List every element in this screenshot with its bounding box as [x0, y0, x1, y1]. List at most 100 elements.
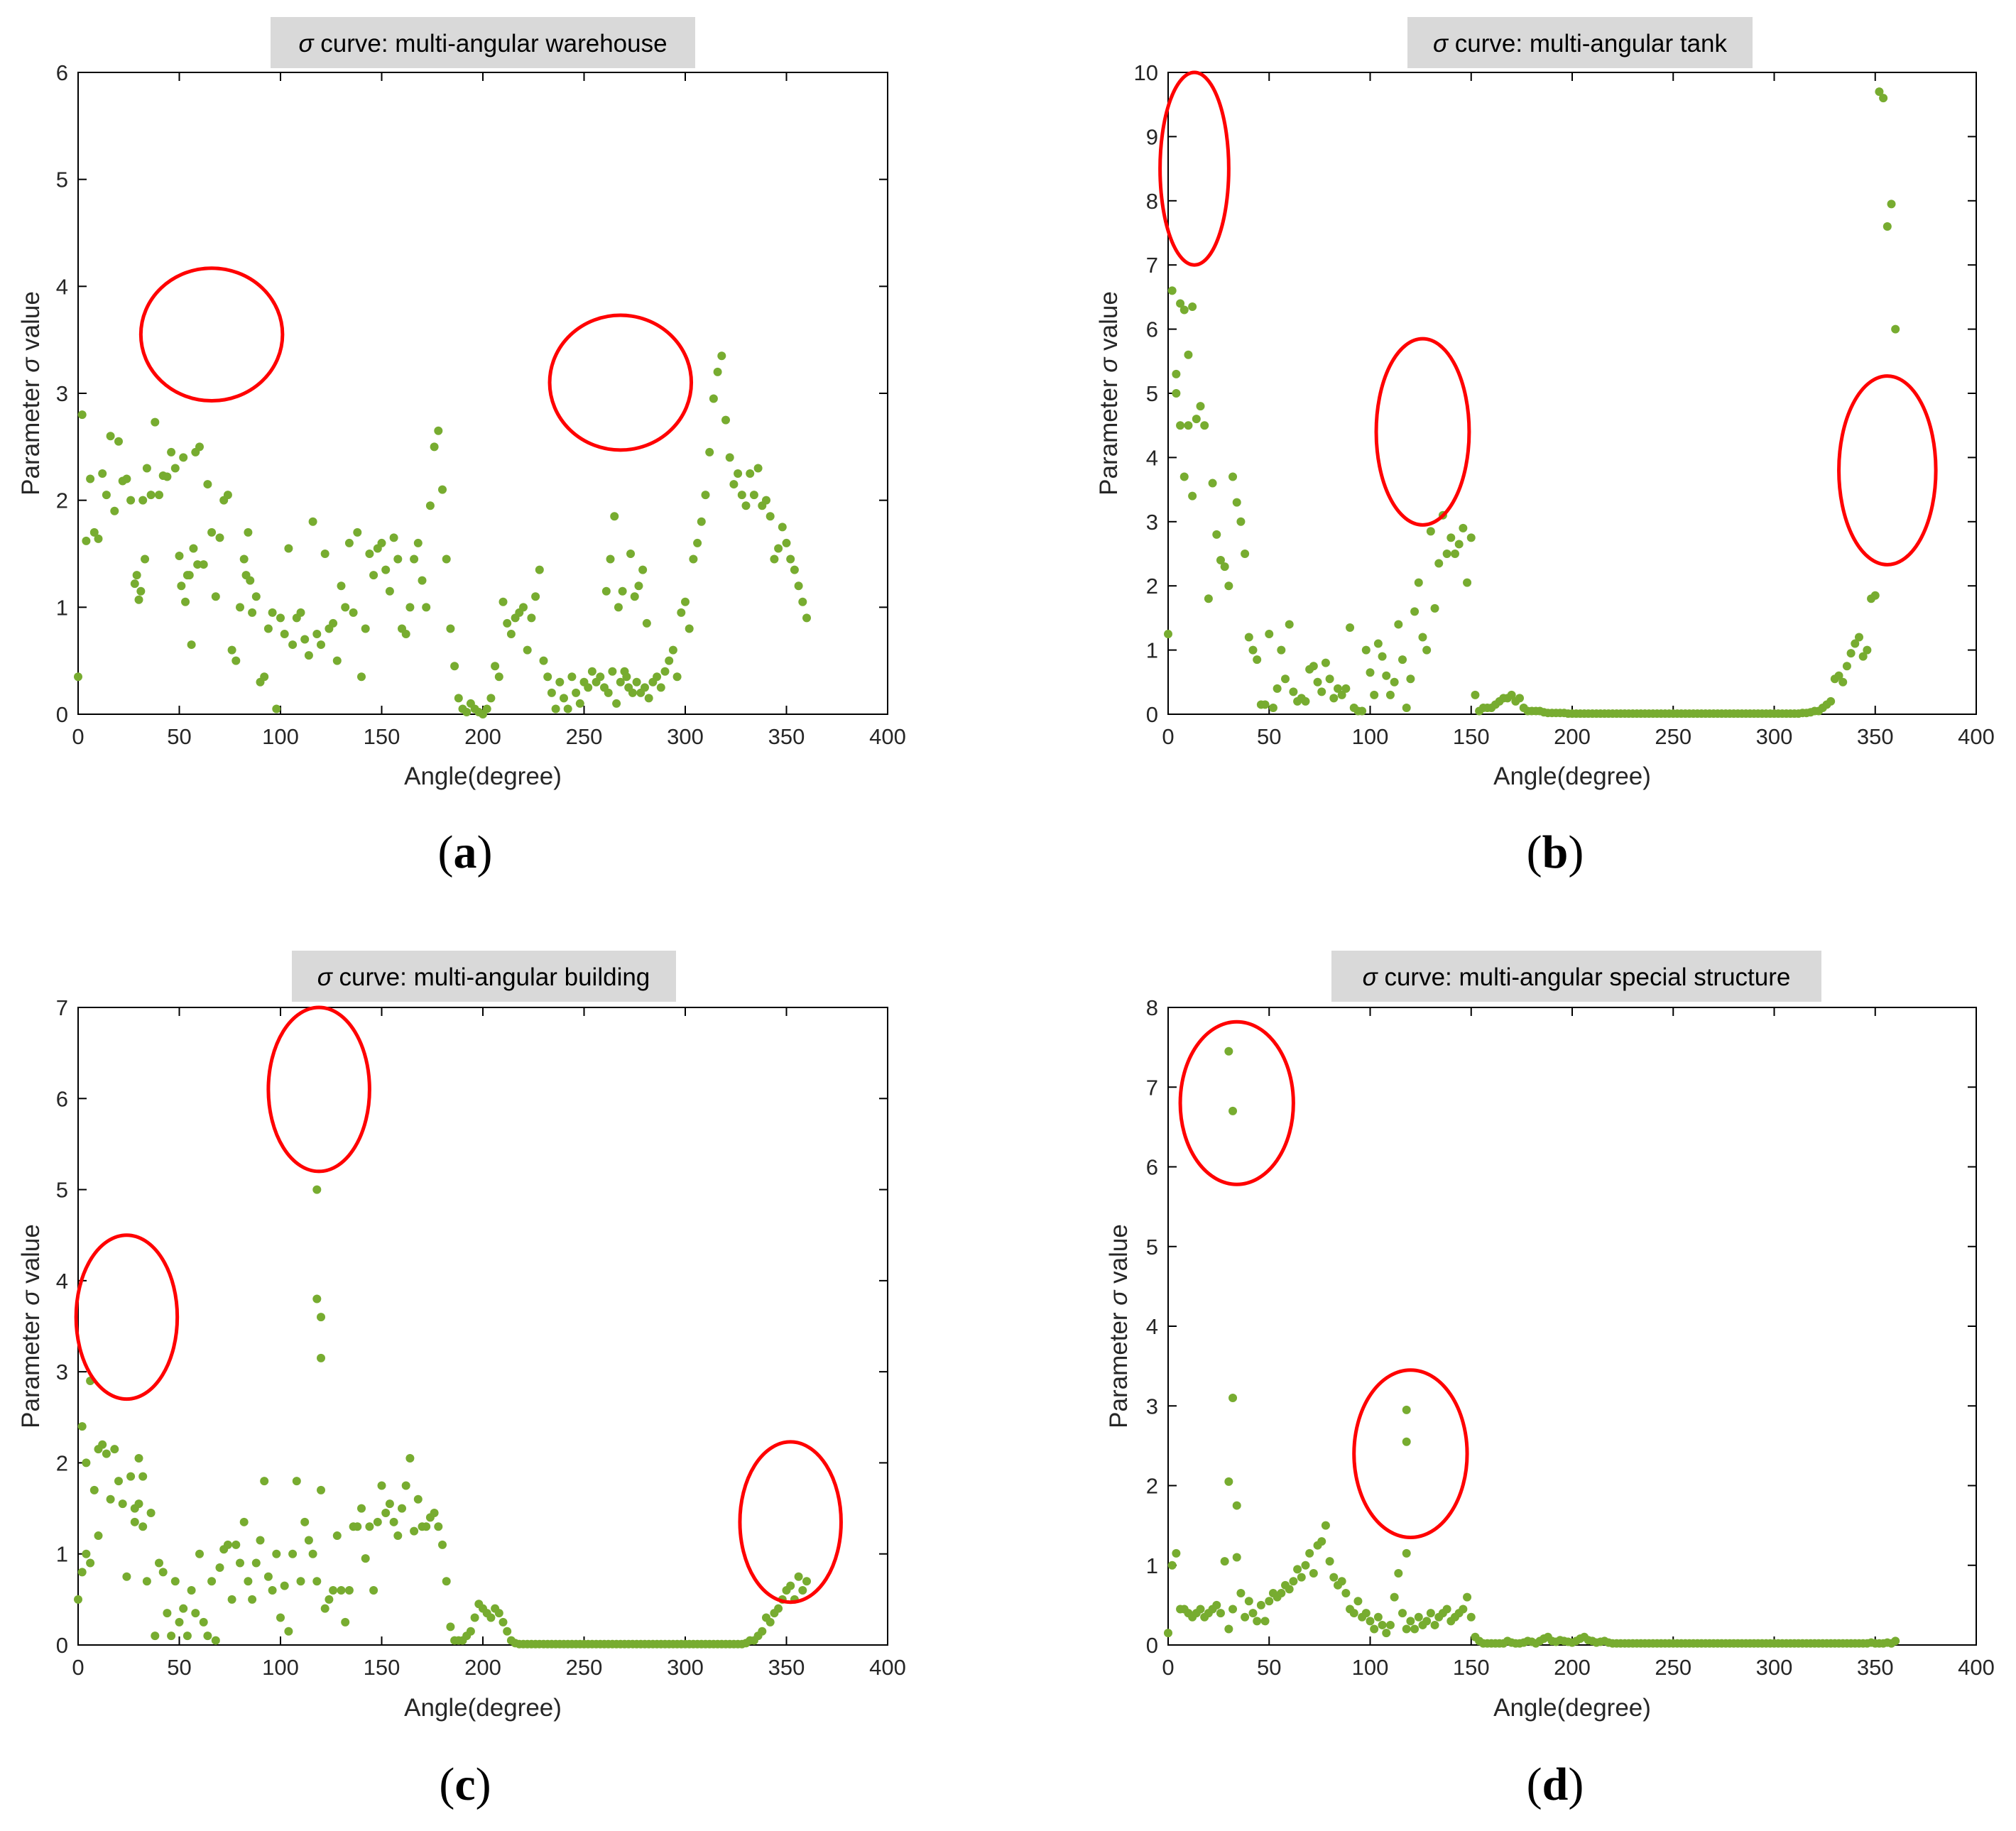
data-point: [1450, 550, 1459, 558]
data-point: [373, 1517, 382, 1526]
data-point: [1241, 550, 1250, 558]
data-point: [132, 571, 141, 580]
data-point: [555, 677, 565, 687]
data-point: [393, 554, 403, 564]
data-point: [296, 608, 305, 617]
panel-caption-letter: c: [454, 1759, 475, 1810]
data-point: [263, 1572, 273, 1581]
y-tick-label: 3: [56, 1360, 68, 1384]
panel-caption-close: ): [477, 826, 493, 878]
x-tick-label: 100: [262, 1655, 299, 1680]
data-point: [1422, 1617, 1432, 1626]
data-point: [1196, 1605, 1205, 1614]
data-point: [260, 1477, 269, 1486]
data-point: [74, 1595, 82, 1604]
data-point: [1248, 1609, 1258, 1618]
data-point: [118, 1499, 127, 1509]
data-point: [1256, 1600, 1265, 1609]
y-tick-label: 10: [1134, 60, 1158, 85]
data-point: [1172, 369, 1181, 378]
data-point: [126, 1472, 136, 1481]
data-point: [531, 592, 540, 601]
data-point: [110, 506, 119, 515]
data-point: [697, 517, 706, 526]
data-point: [753, 464, 763, 473]
data-point: [442, 554, 451, 564]
data-point: [798, 597, 807, 606]
data-point: [1382, 1629, 1391, 1638]
data-point: [280, 1581, 289, 1590]
data-point: [758, 1627, 767, 1636]
x-tick-label: 200: [1554, 724, 1591, 749]
data-point: [211, 1636, 220, 1645]
data-point: [236, 603, 244, 612]
x-tick-label: 50: [1257, 724, 1281, 749]
x-tick-label: 0: [72, 1655, 84, 1680]
data-point: [770, 554, 779, 564]
panel-caption-close: ): [1568, 1759, 1584, 1810]
data-point: [1366, 668, 1375, 677]
data-point: [786, 554, 795, 564]
data-point: [401, 630, 410, 638]
data-point: [762, 496, 770, 505]
data-point: [1378, 652, 1387, 661]
highlight-circles: [1178, 1020, 1469, 1539]
data-point: [1394, 1568, 1403, 1578]
data-point: [138, 496, 148, 505]
x-tick-label: 350: [1857, 1655, 1894, 1680]
data-point: [632, 677, 641, 687]
data-point: [626, 550, 636, 558]
data-point: [1325, 1557, 1334, 1566]
x-tick-label: 250: [566, 1655, 603, 1680]
data-point: [1398, 1609, 1407, 1618]
data-point: [398, 1504, 406, 1513]
data-markers: [74, 351, 811, 718]
data-point: [1244, 1597, 1253, 1606]
chart-title-text: curve: multi-angular building: [332, 963, 650, 991]
data-point: [638, 565, 648, 574]
data-point: [1265, 1597, 1274, 1606]
data-point: [1325, 674, 1334, 684]
data-point: [1176, 299, 1185, 308]
y-tick-label: 6: [1146, 1155, 1158, 1180]
chart-title: σ curve: multi-angular special structure: [1363, 963, 1791, 991]
y-tick-label: 4: [56, 1269, 68, 1294]
data-point: [1337, 690, 1346, 699]
data-point: [1466, 533, 1476, 542]
data-point: [434, 1522, 443, 1531]
data-point: [175, 1617, 184, 1627]
data-point: [155, 1558, 163, 1568]
y-tick-label: 3: [56, 381, 68, 406]
data-point: [276, 613, 285, 623]
data-point: [236, 1558, 244, 1568]
plot-area: [77, 72, 888, 715]
data-point: [1248, 645, 1258, 655]
data-point: [179, 1604, 188, 1613]
data-point: [177, 581, 186, 591]
data-point: [774, 544, 783, 553]
y-axis-label-prefix: Parameter: [1105, 1306, 1133, 1428]
data-point: [1854, 633, 1863, 642]
x-tick-label: 50: [1257, 1655, 1281, 1680]
data-point: [413, 538, 423, 547]
data-point: [141, 554, 150, 564]
data-point: [1188, 302, 1197, 311]
data-point: [317, 1353, 325, 1362]
axis-ticks: 0 50 100 150 200 250 300 350 400 0 1 2 3 4 5 6 7: [56, 995, 906, 1680]
chart-title-text: curve: multi-angular special structure: [1378, 963, 1791, 991]
data-point: [106, 1494, 115, 1504]
y-axis-label-suffix: value: [1095, 291, 1123, 357]
x-tick-label: 0: [1162, 724, 1174, 749]
data-point: [337, 1586, 346, 1595]
data-point: [122, 1572, 131, 1581]
data-point: [170, 1577, 180, 1586]
x-tick-label: 50: [167, 1655, 191, 1680]
y-tick-label: 3: [1146, 510, 1158, 535]
data-point: [1426, 527, 1435, 536]
data-point: [604, 688, 613, 697]
highlight-ellipse: [74, 1233, 180, 1401]
y-tick-label: 5: [1146, 381, 1158, 406]
data-point: [312, 630, 322, 638]
data-point: [142, 464, 151, 473]
